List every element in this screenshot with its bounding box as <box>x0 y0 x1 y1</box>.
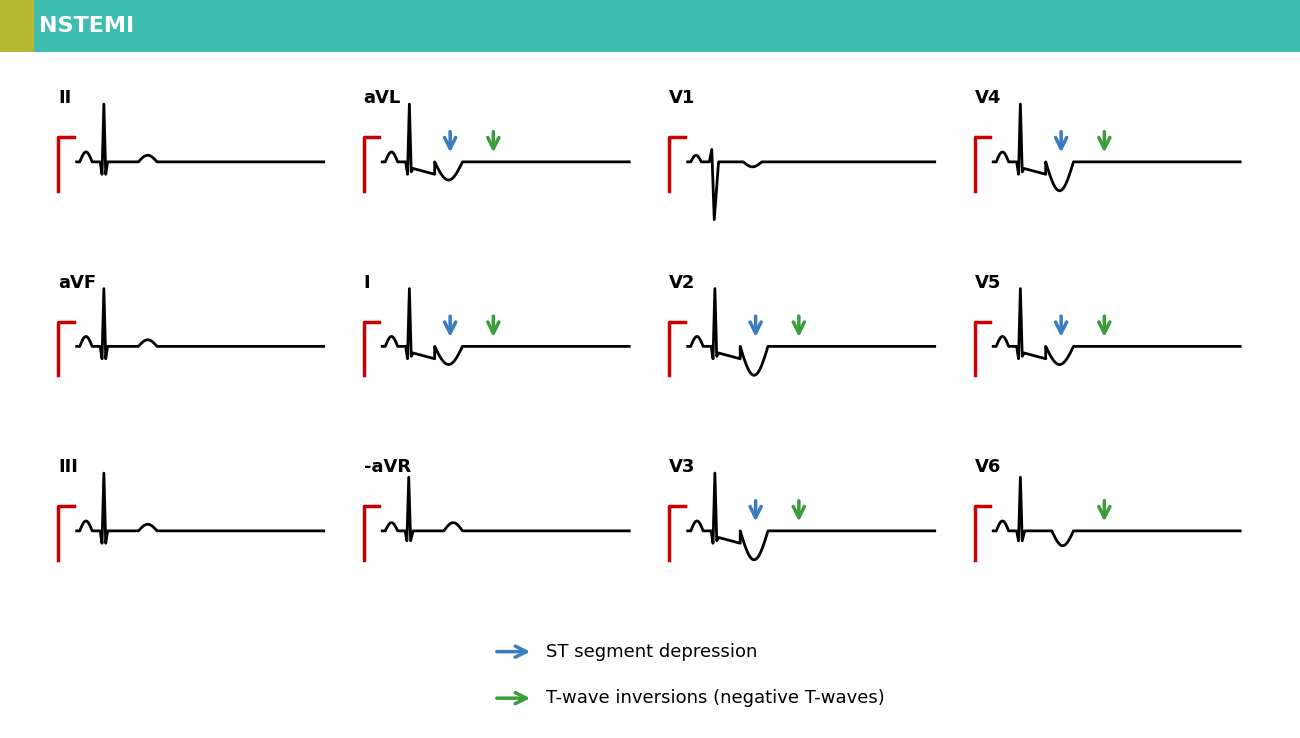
Text: -aVR: -aVR <box>364 458 411 476</box>
Text: II: II <box>58 89 72 107</box>
Text: aVL: aVL <box>364 89 400 107</box>
Text: NSTEMI: NSTEMI <box>39 15 134 36</box>
Text: III: III <box>58 458 78 476</box>
Text: aVF: aVF <box>58 274 96 292</box>
Text: V6: V6 <box>975 458 1001 476</box>
Text: I: I <box>364 274 370 292</box>
Bar <box>0 0 32 52</box>
Text: ST segment depression: ST segment depression <box>546 643 758 661</box>
Text: V4: V4 <box>975 89 1001 107</box>
Text: V5: V5 <box>975 274 1001 292</box>
Text: V1: V1 <box>670 89 696 107</box>
Text: T-wave inversions (negative T-waves): T-wave inversions (negative T-waves) <box>546 689 885 707</box>
Text: V2: V2 <box>670 274 696 292</box>
Text: V3: V3 <box>670 458 696 476</box>
